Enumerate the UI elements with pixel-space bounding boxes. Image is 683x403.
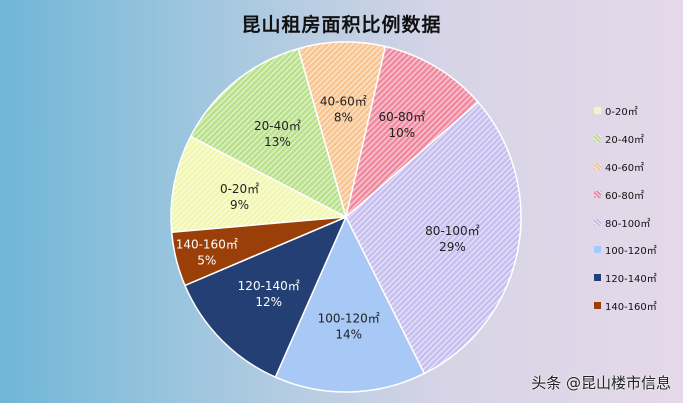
pie-slice-140-160㎡ [170, 216, 347, 287]
slice-value-label: 9% [230, 198, 249, 212]
slice-value-label: 8% [334, 111, 353, 125]
slice-category-label: 40-60㎡ [320, 95, 367, 109]
legend-swatch [594, 135, 601, 143]
legend-swatch [594, 274, 601, 282]
slice-category-label: 60-80㎡ [378, 110, 425, 124]
watermark-text: 头条 @昆山楼市信息 [531, 374, 671, 392]
legend-swatch [594, 246, 601, 254]
pie-slice-20-40㎡ [189, 47, 348, 219]
legend-item: 40-60㎡ [594, 153, 680, 181]
legend-label: 60-80㎡ [605, 190, 645, 202]
pie-slice-100-120㎡ [274, 215, 426, 393]
slice-category-label: 120-140㎡ [238, 279, 300, 293]
legend-swatch [594, 190, 601, 198]
chart-title: 昆山租房面积比例数据 [241, 14, 442, 36]
slice-value-label: 14% [335, 327, 362, 341]
pie-slice-0-20㎡ [170, 135, 349, 234]
legend-item: 120-140㎡ [594, 264, 680, 292]
legend-label: 80-100㎡ [605, 218, 651, 230]
legend-swatch [594, 301, 601, 309]
slice-value-label: 10% [389, 126, 416, 140]
pie-slice-120-140㎡ [183, 215, 348, 379]
legend-item: 80-100㎡ [594, 208, 680, 236]
legend-label: 40-60㎡ [605, 162, 645, 174]
pie-slice-80-100㎡ [345, 101, 522, 375]
legend-label: 120-140㎡ [605, 274, 657, 286]
legend-label: 20-40㎡ [605, 135, 645, 147]
legend-swatch [594, 218, 601, 226]
legend-item: 140-160㎡ [594, 292, 680, 320]
pie-slice-60-80㎡ [344, 45, 480, 220]
slice-category-label: 140-160㎡ [176, 238, 238, 252]
legend-swatch [594, 162, 601, 170]
slice-value-label: 5% [197, 254, 216, 268]
legend-swatch [594, 107, 601, 115]
legend-item: 20-40㎡ [594, 125, 680, 153]
slice-value-label: 13% [264, 135, 291, 149]
legend-item: 100-120㎡ [594, 236, 680, 264]
slice-category-label: 100-120㎡ [318, 311, 380, 325]
legend-label: 0-20㎡ [605, 107, 638, 119]
legend-label: 100-120㎡ [605, 246, 657, 258]
legend-label: 140-160㎡ [605, 301, 657, 313]
chart-legend: 0-20㎡ 20-40㎡ 40-60㎡ 60-80㎡ 80-100㎡ 100-120㎡ 12… [594, 97, 680, 319]
legend-item: 0-20㎡ [594, 97, 680, 125]
slice-value-label: 12% [255, 295, 282, 309]
slice-value-label: 29% [439, 240, 466, 254]
legend-item: 60-80㎡ [594, 180, 680, 208]
slice-category-label: 0-20㎡ [220, 182, 259, 196]
slice-category-label: 20-40㎡ [254, 119, 301, 133]
slice-category-label: 80-100㎡ [425, 224, 480, 238]
